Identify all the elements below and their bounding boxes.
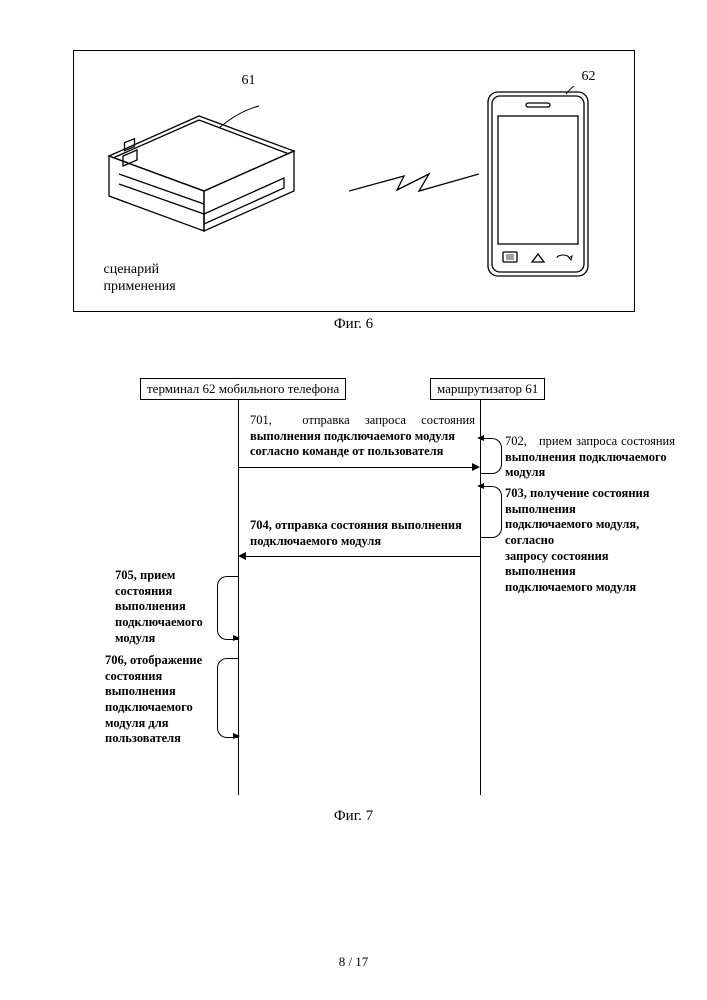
scenario-box: 61 62 сценарий <box>73 50 635 312</box>
terminal-box: терминал 62 мобильного телефона <box>140 378 346 400</box>
arrow-704 <box>246 556 480 557</box>
loop-706 <box>217 658 238 738</box>
msg-703: 703, получение состояния выполнения подк… <box>505 486 680 595</box>
router-label: 61 <box>242 73 256 89</box>
msg-704: 704, отправка состояния выполнения подкл… <box>250 518 475 549</box>
router-device <box>99 96 309 241</box>
loop-703-arrow <box>477 483 484 489</box>
fig7-caption: Фиг. 7 <box>60 808 647 825</box>
lightning-icon <box>349 166 479 206</box>
msg-706: 706, отображение состояния выполнения по… <box>105 653 215 747</box>
loop-702 <box>481 438 502 474</box>
scenario-label-l2: применения <box>104 279 176 294</box>
loop-706-arrow <box>233 733 240 739</box>
loop-705-arrow <box>233 635 240 641</box>
msg-705: 705, прием состояния выполнения подключа… <box>115 568 215 646</box>
phone-device <box>484 86 594 281</box>
arrowhead-704 <box>238 552 246 560</box>
scenario-label: сценарий применения <box>104 262 176 296</box>
arrowhead-701 <box>472 463 480 471</box>
loop-702-arrow <box>477 435 484 441</box>
msg-702: 702, прием запроса состояния выполнения … <box>505 434 675 481</box>
msg-701: 701, отправка запроса состояния выполнен… <box>250 413 475 460</box>
router-box: маршрутизатор 61 <box>430 378 545 400</box>
loop-703 <box>481 486 502 538</box>
page-number: 8 / 17 <box>0 954 707 970</box>
scenario-label-l1: сценарий <box>104 262 160 277</box>
fig7-diagram: терминал 62 мобильного телефона маршрути… <box>60 378 660 808</box>
arrow-701 <box>239 467 472 468</box>
loop-705 <box>217 576 238 640</box>
fig6-caption: Фиг. 6 <box>60 316 647 333</box>
phone-label: 62 <box>582 69 596 85</box>
